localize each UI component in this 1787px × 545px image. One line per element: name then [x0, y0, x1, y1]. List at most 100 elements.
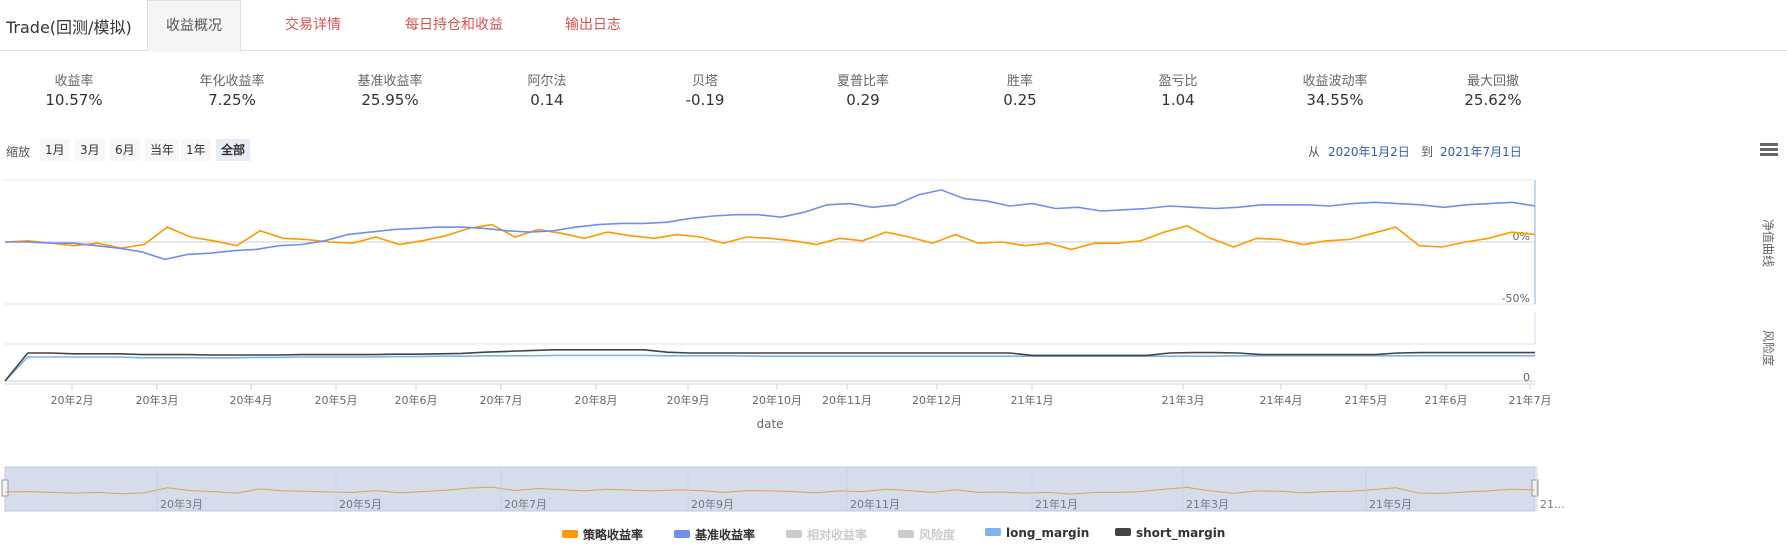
metric-value: 34.55%: [1306, 91, 1364, 109]
navigator-tick-label: 21年1月: [1035, 497, 1078, 511]
tab-bar: Trade(回测/模拟) 收益概况 交易详情 每日持仓和收益 输出日志: [0, 0, 1787, 52]
zoom-all-button[interactable]: 全部: [216, 139, 251, 161]
metric-label: 基准收益率: [357, 74, 423, 89]
x-tick-label: 20年12月: [912, 393, 962, 407]
metric-label: 最大回撤: [1466, 74, 1519, 89]
x-tick-label: 20年5月: [315, 393, 358, 407]
navigator-tick-label: 20年3月: [160, 497, 203, 511]
navigator-left-handle[interactable]: [1, 479, 9, 497]
navigator-series-line: [4, 486, 1536, 495]
x-tick-label: 20年2月: [51, 393, 94, 407]
legend-item[interactable]: 策略收益率: [562, 526, 643, 543]
metric-max-drawdown: 最大回撤 25.62%: [1413, 70, 1573, 109]
legend-swatch: [562, 530, 578, 538]
x-tick-label: 20年11月: [822, 393, 872, 407]
legend: 策略收益率 基准收益率 相对收益率 风险度 long_margin short_…: [0, 526, 1787, 542]
hamburger-menu-icon[interactable]: [1760, 143, 1778, 157]
x-axis: 20年2月 20年3月 20年4月 20年5月 20年6月 20年7月 20年8月 20年9月…: [5, 383, 1552, 407]
panel-title: 净值曲线: [1761, 219, 1776, 267]
legend-item[interactable]: 相对收益率: [786, 526, 867, 543]
panel-title: 风险度: [1761, 330, 1776, 366]
metric-value: 0.25: [1003, 91, 1037, 109]
metric-value: 0.29: [846, 91, 880, 109]
legend-item[interactable]: short_margin: [1115, 526, 1225, 540]
tab-overview[interactable]: 收益概况: [147, 0, 241, 52]
metric-value: 7.25%: [208, 91, 256, 109]
navigator-tick-label: 21年3月: [1186, 497, 1229, 511]
x-tick-label: 21年3月: [1162, 393, 1205, 407]
to-date-input[interactable]: 2021年7月1日: [1440, 145, 1522, 159]
metric-annual-return: 年化收益率 7.25%: [152, 70, 312, 109]
navigator-tick-label: 20年5月: [339, 497, 382, 511]
metric-label: 胜率: [1006, 74, 1033, 89]
x-tick-label: 20年3月: [136, 393, 179, 407]
metric-label: 年化收益率: [199, 74, 265, 89]
y-tick-label: 0: [1523, 371, 1530, 384]
navigator[interactable]: 20年3月 20年5月 20年7月 20年9月 20年11月 21年1月 21年3月 21年5…: [1, 466, 1565, 512]
nav-curve-panel: 0% -50% 净值曲线: [4, 179, 1776, 305]
x-tick-label: 21年6月: [1425, 393, 1468, 407]
legend-label: long_margin: [1006, 526, 1090, 540]
x-tick-label: 21年5月: [1345, 393, 1388, 407]
metric-label: 阿尔法: [527, 74, 567, 89]
metric-value: 10.57%: [45, 91, 103, 109]
legend-item[interactable]: long_margin: [985, 526, 1089, 540]
metric-value: 0.14: [530, 91, 564, 109]
tab-output-log[interactable]: 输出日志: [565, 17, 621, 33]
x-tick-label: 21年7月: [1509, 393, 1552, 407]
legend-label: 策略收益率: [583, 528, 644, 542]
legend-swatch: [1115, 528, 1131, 536]
legend-swatch: [898, 530, 914, 538]
zoom-label: 缩放: [6, 145, 31, 159]
tab-daily-positions[interactable]: 每日持仓和收益: [405, 17, 503, 33]
series-line-long_margin: [4, 354, 1535, 382]
navigator-tick-label: 21...: [1540, 498, 1565, 511]
from-label: 从: [1308, 145, 1321, 159]
x-tick-label: 20年4月: [230, 393, 273, 407]
legend-item[interactable]: 风险度: [898, 526, 955, 543]
x-tick-label: 20年7月: [480, 393, 523, 407]
x-tick-label: 20年10月: [752, 393, 802, 407]
metric-benchmark-return: 基准收益率 25.95%: [310, 70, 470, 109]
series-line-strategy: [4, 223, 1536, 251]
tab-trade-details[interactable]: 交易详情: [285, 17, 341, 33]
legend-swatch: [786, 530, 802, 538]
x-tick-label: 20年8月: [575, 393, 618, 407]
metric-label: 夏普比率: [836, 74, 889, 89]
metric-label: 盈亏比: [1158, 74, 1198, 89]
navigator-tick-label: 20年9月: [691, 497, 734, 511]
zoom-1y-button[interactable]: 1年: [181, 139, 211, 161]
metric-return: 收益率 10.57%: [0, 70, 154, 109]
metric-value: 25.62%: [1464, 91, 1522, 109]
risk-panel: 0 风险度: [4, 312, 1776, 384]
legend-label: 风险度: [919, 528, 956, 542]
zoom-6m-button[interactable]: 6月: [110, 139, 140, 161]
metric-label: 收益率: [54, 74, 94, 89]
metric-label: 贝塔: [691, 74, 718, 89]
navigator-mask[interactable]: [4, 466, 1536, 512]
x-axis-title: date: [756, 417, 783, 431]
legend-item[interactable]: 基准收益率: [674, 526, 755, 543]
x-tick-label: 20年9月: [667, 393, 710, 407]
zoom-1m-button[interactable]: 1月: [40, 139, 70, 161]
x-tick-label: 21年1月: [1011, 393, 1054, 407]
series-line-short_margin: [4, 348, 1535, 382]
navigator-tick-label: 21年5月: [1369, 497, 1412, 511]
navigator-right-handle[interactable]: [1531, 479, 1539, 497]
from-date-input[interactable]: 2020年1月2日: [1328, 145, 1410, 159]
metric-value: 1.04: [1161, 91, 1195, 109]
metric-volatility: 收益波动率 34.55%: [1255, 70, 1415, 109]
navigator-tick-label: 20年11月: [850, 497, 900, 511]
metric-value: 25.95%: [361, 91, 419, 109]
legend-label: 基准收益率: [695, 528, 756, 542]
y-tick-label: -50%: [1502, 292, 1530, 305]
zoom-3m-button[interactable]: 3月: [75, 139, 105, 161]
metric-value: -0.19: [685, 91, 725, 109]
app-title: Trade(回测/模拟): [6, 18, 132, 37]
metric-sharpe: 夏普比率 0.29: [783, 70, 943, 109]
legend-label: 相对收益率: [807, 528, 868, 542]
metric-alpha: 阿尔法 0.14: [467, 70, 627, 109]
x-tick-label: 20年6月: [395, 393, 438, 407]
zoom-ytd-button[interactable]: 当年: [145, 139, 180, 161]
series-line-benchmark: [5, 189, 1536, 261]
